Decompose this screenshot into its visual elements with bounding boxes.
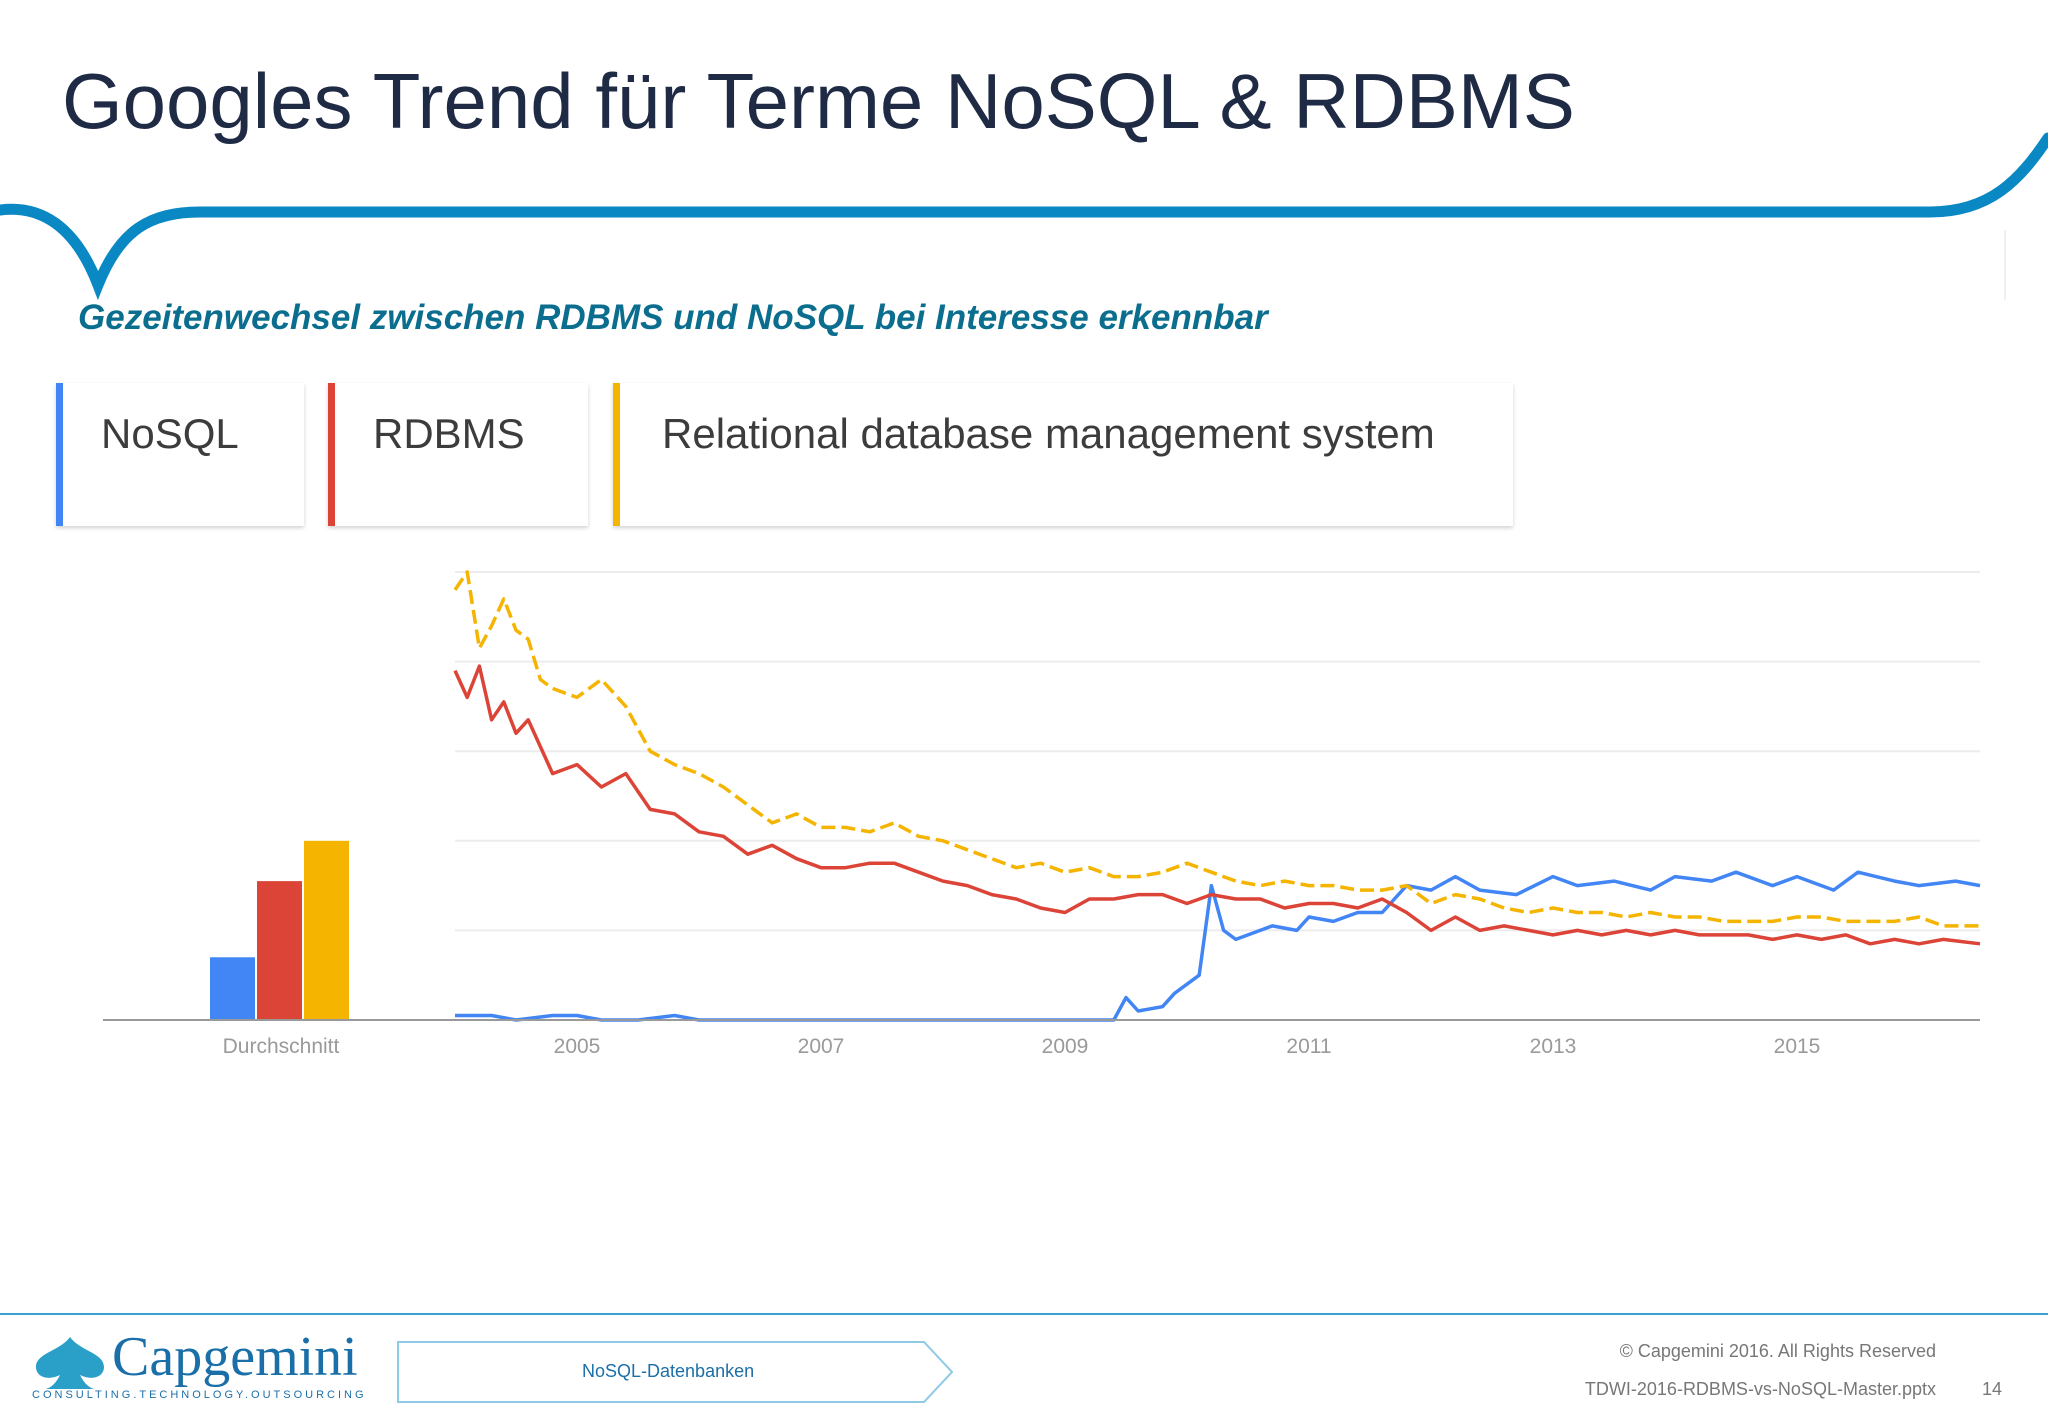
legend-color-bar bbox=[613, 383, 620, 526]
page-number: 14 bbox=[1981, 1379, 2002, 1399]
logo-wordmark: Capgemini bbox=[112, 1326, 358, 1388]
x-tick-label: 2007 bbox=[798, 1035, 845, 1058]
slide-title: Googles Trend für Terme NoSQL & RDBMS bbox=[62, 57, 1575, 145]
x-tick-label: 2009 bbox=[1042, 1035, 1089, 1058]
copyright-text: © Capgemini 2016. All Rights Reserved bbox=[1619, 1341, 1936, 1361]
legend-color-bar bbox=[328, 383, 335, 526]
legend-item-rdbms[interactable]: RDBMS bbox=[328, 383, 588, 526]
x-axis-ticks: 2005 2007 2009 2011 2013 2015 bbox=[554, 1035, 1821, 1058]
series-line-3 bbox=[453, 570, 1980, 928]
x-tick-label: 2013 bbox=[1530, 1035, 1577, 1058]
logo-tagline: CONSULTING.TECHNOLOGY.OUTSOURCING bbox=[32, 1389, 367, 1401]
legend-label: Relational database management system bbox=[662, 410, 1435, 457]
footer-divider bbox=[0, 1313, 2048, 1315]
chart-series bbox=[453, 570, 1981, 1022]
legend-item-nosql[interactable]: NoSQL bbox=[56, 383, 304, 526]
x-tick-label: 2015 bbox=[1774, 1035, 1821, 1058]
legend-item-rdms-system[interactable]: Relational database management system bbox=[613, 383, 1513, 526]
legend-color-bar bbox=[56, 383, 63, 526]
chart-gridlines bbox=[455, 571, 1980, 932]
average-bar-1 bbox=[210, 957, 255, 1020]
series-line-2 bbox=[453, 664, 1981, 946]
x-tick-label: 2005 bbox=[554, 1035, 601, 1058]
file-name: TDWI-2016-RDBMS-vs-NoSQL-Master.pptx bbox=[1584, 1379, 1936, 1399]
average-bars bbox=[210, 840, 349, 1020]
logo-spade-icon bbox=[36, 1337, 104, 1389]
x-tick-label: 2011 bbox=[1286, 1035, 1331, 1058]
average-bar-2 bbox=[257, 881, 302, 1020]
section-nav-label[interactable]: NoSQL-Datenbanken bbox=[582, 1361, 755, 1381]
average-bar-3 bbox=[304, 840, 349, 1020]
section-nav-arrow[interactable] bbox=[396, 1340, 956, 1404]
slide-subtitle: Gezeitenwechsel zwischen RDBMS und NoSQL… bbox=[78, 298, 1268, 337]
average-label: Durchschnitt bbox=[223, 1035, 340, 1058]
company-logo: Capgemini CONSULTING.TECHNOLOGY.OUTSOURC… bbox=[30, 1326, 364, 1405]
legend-label: NoSQL bbox=[101, 410, 239, 457]
header-swoosh bbox=[0, 132, 2048, 300]
legend-label: RDBMS bbox=[373, 410, 525, 457]
